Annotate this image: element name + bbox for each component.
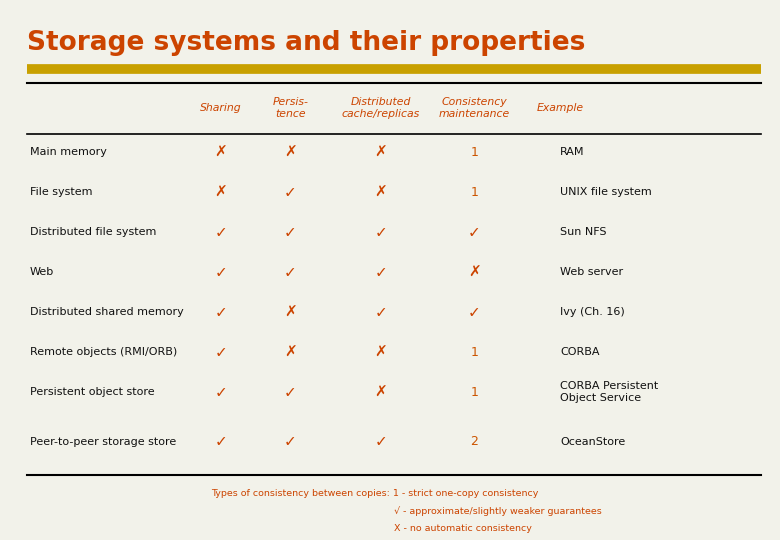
Text: ✓: ✓	[215, 225, 227, 240]
Text: ✓: ✓	[374, 305, 387, 320]
Text: Ivy (Ch. 16): Ivy (Ch. 16)	[560, 307, 625, 317]
Text: Peer-to-peer storage store: Peer-to-peer storage store	[30, 437, 176, 447]
Text: ✓: ✓	[374, 265, 387, 280]
Text: 1: 1	[470, 386, 478, 399]
Text: ✓: ✓	[468, 305, 480, 320]
Text: Storage systems and their properties: Storage systems and their properties	[27, 30, 586, 56]
Text: Sharing: Sharing	[200, 103, 242, 113]
Text: ✓: ✓	[284, 265, 296, 280]
Text: Distributed file system: Distributed file system	[30, 227, 156, 237]
Text: X - no automatic consistency: X - no automatic consistency	[394, 524, 532, 534]
Text: ✗: ✗	[374, 185, 387, 200]
Text: ✓: ✓	[215, 265, 227, 280]
Text: ✓: ✓	[215, 434, 227, 449]
Text: Main memory: Main memory	[30, 147, 107, 157]
Text: ✗: ✗	[468, 265, 480, 280]
Text: ✗: ✗	[374, 345, 387, 360]
Text: File system: File system	[30, 187, 92, 197]
Text: ✗: ✗	[284, 145, 296, 160]
Text: 1: 1	[470, 346, 478, 359]
Text: UNIX file system: UNIX file system	[560, 187, 652, 197]
Text: ✓: ✓	[468, 225, 480, 240]
Text: ✗: ✗	[374, 145, 387, 160]
Text: ✗: ✗	[215, 185, 227, 200]
Text: ✗: ✗	[284, 305, 296, 320]
Text: CORBA Persistent
Object Service: CORBA Persistent Object Service	[560, 381, 658, 403]
Text: ✓: ✓	[374, 434, 387, 449]
Text: ✓: ✓	[215, 384, 227, 400]
Text: ✓: ✓	[284, 225, 296, 240]
Text: Distributed
cache/replicas: Distributed cache/replicas	[342, 97, 420, 119]
Text: Web: Web	[30, 267, 54, 277]
Text: Distributed shared memory: Distributed shared memory	[30, 307, 183, 317]
Text: ✗: ✗	[215, 145, 227, 160]
Text: Web server: Web server	[560, 267, 623, 277]
Text: Consistency
maintenance: Consistency maintenance	[438, 97, 510, 119]
Text: 1: 1	[470, 186, 478, 199]
Text: CORBA: CORBA	[560, 347, 600, 357]
Text: OceanStore: OceanStore	[560, 437, 626, 447]
Text: ✓: ✓	[215, 305, 227, 320]
Text: ✓: ✓	[374, 225, 387, 240]
Text: ✓: ✓	[215, 345, 227, 360]
Text: ✓: ✓	[284, 384, 296, 400]
Text: RAM: RAM	[560, 147, 584, 157]
Text: Persistent object store: Persistent object store	[30, 387, 154, 397]
Text: ✗: ✗	[284, 345, 296, 360]
Text: Types of consistency between copies: 1 - strict one-copy consistency: Types of consistency between copies: 1 -…	[211, 489, 538, 498]
Text: 1: 1	[470, 146, 478, 159]
Text: ✓: ✓	[284, 434, 296, 449]
Text: 2: 2	[470, 435, 478, 448]
Text: Sun NFS: Sun NFS	[560, 227, 607, 237]
Text: ✗: ✗	[374, 384, 387, 400]
Text: Example: Example	[537, 103, 583, 113]
Text: √ - approximate/slightly weaker guarantees: √ - approximate/slightly weaker guarante…	[394, 507, 601, 516]
Text: Persis-
tence: Persis- tence	[272, 97, 308, 119]
Text: ✓: ✓	[284, 185, 296, 200]
Text: Remote objects (RMI/ORB): Remote objects (RMI/ORB)	[30, 347, 177, 357]
